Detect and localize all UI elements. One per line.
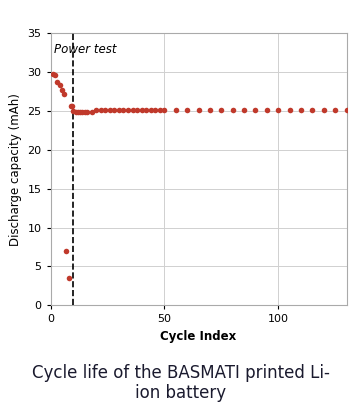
Point — [79, 109, 85, 115]
Point — [130, 107, 135, 114]
Point — [68, 103, 74, 110]
Point — [321, 107, 327, 114]
Point — [309, 107, 315, 114]
Point — [264, 107, 270, 114]
Point — [93, 107, 99, 114]
Point — [82, 109, 88, 115]
Point — [298, 107, 304, 114]
Point — [84, 109, 90, 115]
Point — [253, 107, 258, 114]
Point — [64, 247, 69, 254]
Point — [77, 109, 83, 115]
Point — [121, 107, 126, 114]
Point — [75, 109, 81, 115]
Point — [161, 106, 167, 113]
Point — [61, 91, 67, 97]
Point — [107, 107, 113, 114]
Point — [287, 107, 292, 114]
Point — [152, 107, 158, 114]
Y-axis label: Discharge capacity (mAh): Discharge capacity (mAh) — [9, 93, 22, 246]
Point — [241, 107, 247, 114]
Point — [148, 107, 154, 114]
Text: Cycle life of the BASMATI printed Li-
ion battery: Cycle life of the BASMATI printed Li- io… — [31, 364, 330, 403]
Point — [218, 106, 224, 113]
Point — [173, 106, 179, 113]
Point — [332, 107, 338, 114]
Point — [196, 106, 201, 113]
Point — [70, 108, 76, 115]
X-axis label: Cycle Index: Cycle Index — [160, 330, 237, 343]
Point — [125, 107, 131, 114]
Point — [73, 109, 78, 115]
Point — [89, 109, 95, 115]
Point — [230, 107, 236, 114]
Point — [55, 79, 60, 86]
Point — [102, 107, 108, 114]
Point — [116, 107, 122, 114]
Point — [50, 71, 56, 77]
Point — [69, 103, 75, 110]
Point — [98, 107, 104, 114]
Point — [112, 107, 117, 114]
Point — [57, 82, 62, 89]
Point — [134, 107, 140, 114]
Text: Power test: Power test — [54, 43, 117, 56]
Point — [184, 106, 190, 113]
Point — [143, 107, 149, 114]
Point — [207, 106, 213, 113]
Point — [66, 275, 71, 281]
Point — [139, 107, 144, 114]
Point — [275, 107, 281, 114]
Point — [59, 87, 65, 94]
Point — [52, 72, 58, 79]
Point — [344, 107, 349, 114]
Point — [157, 107, 163, 114]
